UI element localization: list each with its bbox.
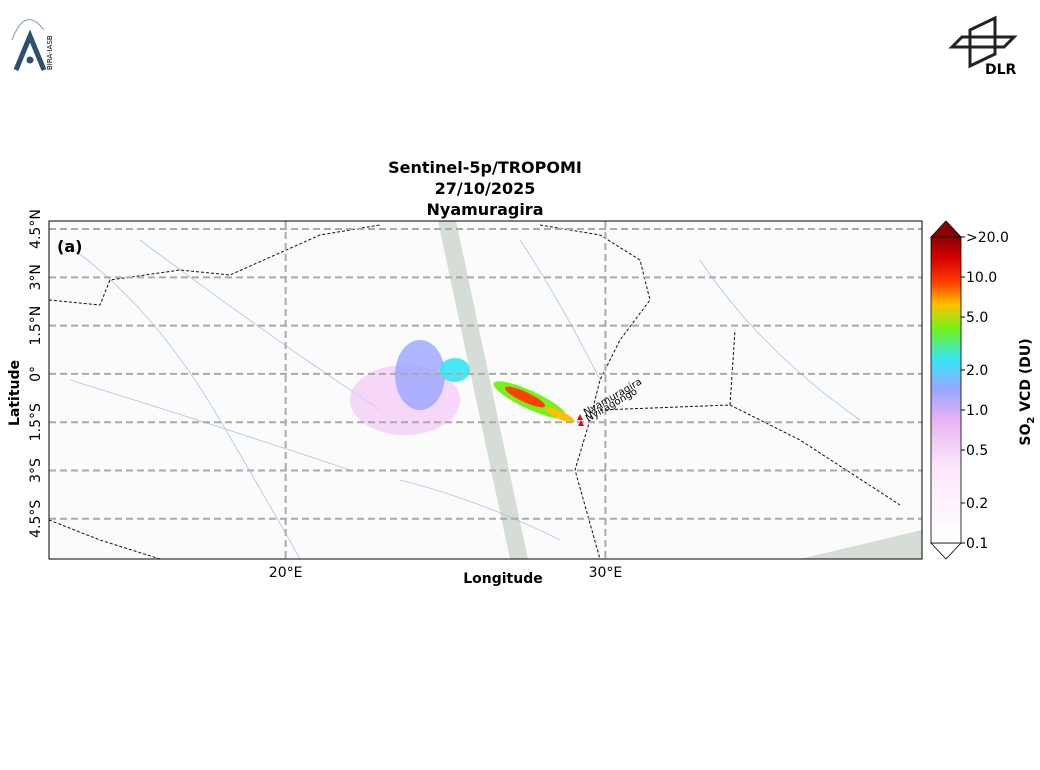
label-part: 2	[1026, 417, 1037, 424]
dlr-logo: DLR	[948, 15, 1018, 78]
y-axis-label: Latitude	[7, 360, 23, 426]
title-line: Nyamuragira	[427, 200, 544, 219]
map-area	[49, 221, 922, 559]
x-tick-label: 30°E	[589, 565, 623, 581]
colorbar-tick-label: 10.0	[966, 270, 997, 286]
y-tick-label: 1.5°S	[28, 403, 44, 441]
label-part: SO	[1018, 424, 1034, 446]
x-tick-label: 20°E	[269, 565, 303, 581]
y-tick-label: 1.5°N	[28, 306, 44, 346]
logo-text: DLR	[985, 62, 1017, 78]
colorbar-tick-label: >20.0	[966, 230, 1009, 246]
colorbar-tick-label: 1.0	[966, 403, 988, 419]
y-tick-label: 3°S	[28, 458, 44, 483]
label-part: VCD (DU)	[1018, 338, 1034, 416]
colorbar-ticks: 0.1 0.2 0.5 1.0 2.0 5.0 10.0 >20.0	[961, 230, 1009, 552]
panel-label: (a)	[57, 237, 82, 256]
colorbar-tick-label: 2.0	[966, 363, 988, 379]
x-axis-label: Longitude	[463, 571, 543, 587]
colorbar-tick-label: 0.5	[966, 443, 988, 459]
bira-logo: BIRA-IASB	[11, 19, 54, 71]
title-line: 27/10/2025	[435, 179, 536, 198]
grid: 20°E 30°E 4.5°N 3°N 1.5°N 0° 1.5°S 3°S 4.5°S	[28, 209, 922, 581]
y-tick-label: 4.5°S	[28, 500, 44, 538]
y-tick-label: 0°	[28, 366, 44, 382]
logo-text: BIRA-IASB	[46, 35, 54, 70]
colorbar-tick-label: 0.2	[966, 496, 988, 512]
map-frame	[48, 220, 923, 560]
colorbar	[930, 220, 962, 560]
colorbar-label: SO2 VCD (DU)	[1018, 338, 1037, 445]
colorbar-tick-label: 5.0	[966, 310, 988, 326]
so2-plume	[350, 340, 575, 435]
y-tick-label: 4.5°N	[28, 209, 44, 249]
colorbar-tick-label: 0.1	[966, 536, 988, 552]
y-tick-label: 3°N	[28, 264, 44, 290]
title-line: Sentinel-5p/TROPOMI	[388, 158, 582, 177]
